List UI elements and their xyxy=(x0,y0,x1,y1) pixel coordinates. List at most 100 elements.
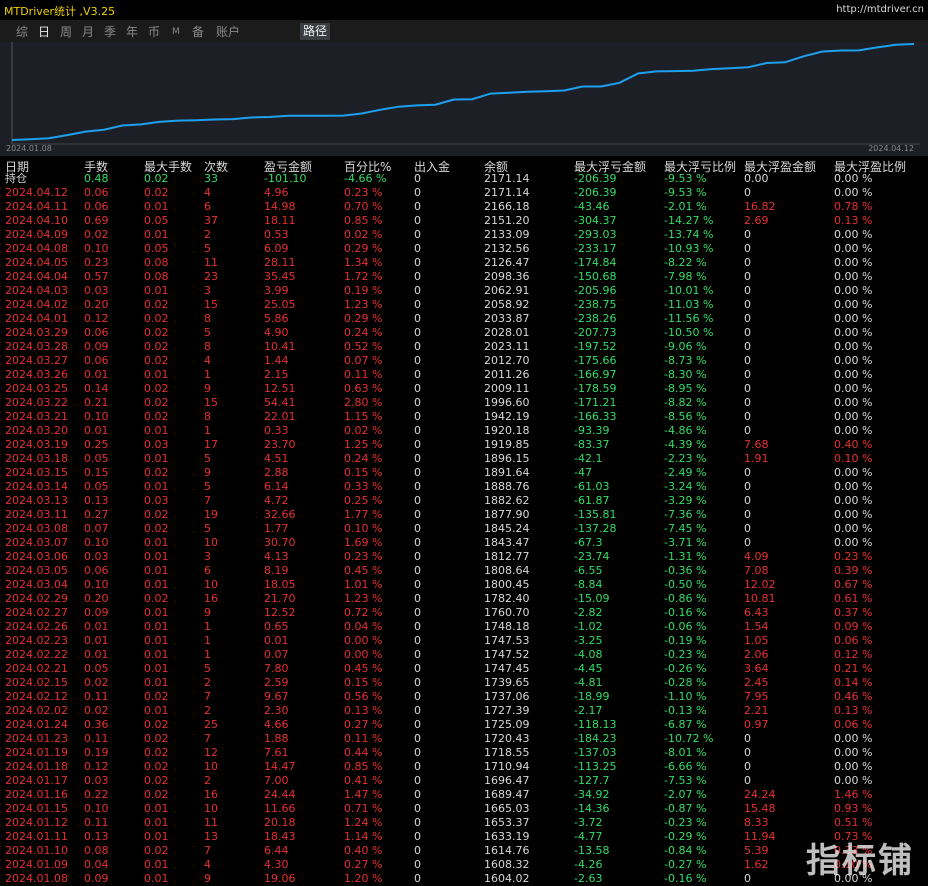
table-cell: 18.43 xyxy=(264,830,296,843)
tab[interactable]: 月 xyxy=(82,25,95,39)
table-cell: 0 xyxy=(414,298,421,311)
table-cell: 0 xyxy=(744,270,751,283)
table-cell: -4.81 xyxy=(574,676,603,689)
table-cell: 0.02 xyxy=(144,718,169,731)
table-cell: 0.00 % xyxy=(834,312,873,325)
table-cell: 4 xyxy=(204,186,211,199)
table-cell: -2.49 % xyxy=(664,466,707,479)
summary-cell: -4.66 % xyxy=(344,172,387,185)
table-cell: 0.10 xyxy=(84,578,109,591)
tab[interactable]: M xyxy=(172,27,180,37)
table-cell: -238.26 xyxy=(574,312,617,325)
table-cell: -118.13 xyxy=(574,718,617,731)
column-header: 百分比% xyxy=(344,160,392,174)
table-cell: 0.05 xyxy=(84,662,109,675)
table-cell: -2.23 % xyxy=(664,452,707,465)
table-cell: 2132.56 xyxy=(484,242,530,255)
table-cell: 7.00 xyxy=(264,774,289,787)
table-cell: -43.46 xyxy=(574,200,610,213)
table-cell: 1.77 xyxy=(264,522,289,535)
site-url[interactable]: http://mtdriver.cn xyxy=(836,4,924,15)
table-cell: -0.16 % xyxy=(664,872,707,885)
table-cell: 0.10 xyxy=(84,802,109,815)
tab[interactable]: 备 xyxy=(192,25,205,39)
table-cell: 0.24 % xyxy=(344,452,383,465)
table-cell: 0.57 xyxy=(84,270,109,283)
table-cell: -8.84 xyxy=(574,578,603,591)
table-cell: 0.10 % xyxy=(834,452,873,465)
tab[interactable]: 季 xyxy=(104,25,117,39)
table-cell: 0.00 % xyxy=(834,396,873,409)
table-cell: 2151.20 xyxy=(484,214,530,227)
table-cell: 0.06 % xyxy=(834,718,873,731)
table-cell: -206.39 xyxy=(574,186,617,199)
table-cell: -0.23 % xyxy=(664,648,707,661)
table-cell: 2024.03.07 xyxy=(5,536,68,549)
table-cell: 0.67 % xyxy=(834,578,873,591)
table-cell: -4.77 xyxy=(574,830,603,843)
table-cell: 9 xyxy=(204,466,211,479)
table-cell: 2024.01.19 xyxy=(5,746,68,759)
table-cell: 0.21 xyxy=(84,396,109,409)
table-cell: -0.28 % xyxy=(664,676,707,689)
table-cell: 0.01 xyxy=(144,368,169,381)
tab[interactable]: 综 xyxy=(16,25,29,39)
table-cell: 11.94 xyxy=(744,830,776,843)
table-cell: -3.71 % xyxy=(664,536,707,549)
app-title: MTDriver统计 ,V3.25 xyxy=(4,5,116,18)
table-cell: 0 xyxy=(744,522,751,535)
table-cell: 0 xyxy=(744,410,751,423)
table-cell: -8.56 % xyxy=(664,410,707,423)
table-cell: 2024.01.23 xyxy=(5,732,68,745)
table-cell: 0 xyxy=(744,256,751,269)
table-cell: 2024.01.24 xyxy=(5,718,68,731)
summary-cell: -101.10 xyxy=(264,172,307,185)
table-cell: 0.10 % xyxy=(344,522,383,535)
table-cell: 0 xyxy=(414,242,421,255)
table-cell: -113.25 xyxy=(574,760,617,773)
table-cell: 0.13 xyxy=(84,830,109,843)
table-cell: 0.23 xyxy=(84,256,109,269)
path-tab[interactable]: 路径 xyxy=(300,23,331,40)
table-cell: -175.66 xyxy=(574,354,617,367)
table-cell: -10.93 % xyxy=(664,242,714,255)
table-cell: 0.71 % xyxy=(344,802,383,815)
table-cell: 0.00 % xyxy=(834,410,873,423)
table-cell: 0.01 xyxy=(144,676,169,689)
tab[interactable]: 周 xyxy=(60,25,73,39)
table-cell: 0.70 % xyxy=(344,200,383,213)
column-header: 手数 xyxy=(84,160,109,174)
table-cell: 1 xyxy=(204,424,211,437)
tab[interactable]: 年 xyxy=(126,25,139,39)
table-cell: 0 xyxy=(744,536,751,549)
table-cell: 1.25 % xyxy=(344,438,383,451)
tab[interactable]: 账户 xyxy=(216,25,241,39)
table-cell: 8.19 xyxy=(264,564,289,577)
table-cell: 0.03 xyxy=(144,438,169,451)
table-cell: 1.54 xyxy=(744,620,769,633)
table-cell: -11.56 % xyxy=(664,312,714,325)
tab[interactable]: 币 xyxy=(148,25,161,39)
table-cell: -13.58 xyxy=(574,844,610,857)
table-cell: -207.73 xyxy=(574,326,617,339)
table-cell: 0.01 xyxy=(144,480,169,493)
table-cell: 1718.55 xyxy=(484,746,530,759)
table-cell: 0.02 xyxy=(144,298,169,311)
table-cell: 0 xyxy=(414,634,421,647)
table-cell: 1653.37 xyxy=(484,816,530,829)
table-cell: 2.15 xyxy=(264,368,289,381)
table-cell: 2024.02.26 xyxy=(5,620,68,633)
table-cell: 0.02 % xyxy=(344,424,383,437)
table-cell: 7.80 xyxy=(264,662,289,675)
table-cell: 0.01 xyxy=(144,564,169,577)
table-cell: 0.20 xyxy=(84,298,109,311)
table-cell: 0.01 xyxy=(144,452,169,465)
table-cell: -0.86 % xyxy=(664,592,707,605)
table-cell: 0.00 % xyxy=(834,732,873,745)
table-cell: 1920.18 xyxy=(484,424,530,437)
table-cell: 0.00 % xyxy=(834,242,873,255)
tab[interactable]: 日 xyxy=(38,25,51,39)
table-cell: -9.53 % xyxy=(664,186,707,199)
table-cell: 2 xyxy=(204,704,211,717)
table-cell: 2024.03.28 xyxy=(5,340,68,353)
